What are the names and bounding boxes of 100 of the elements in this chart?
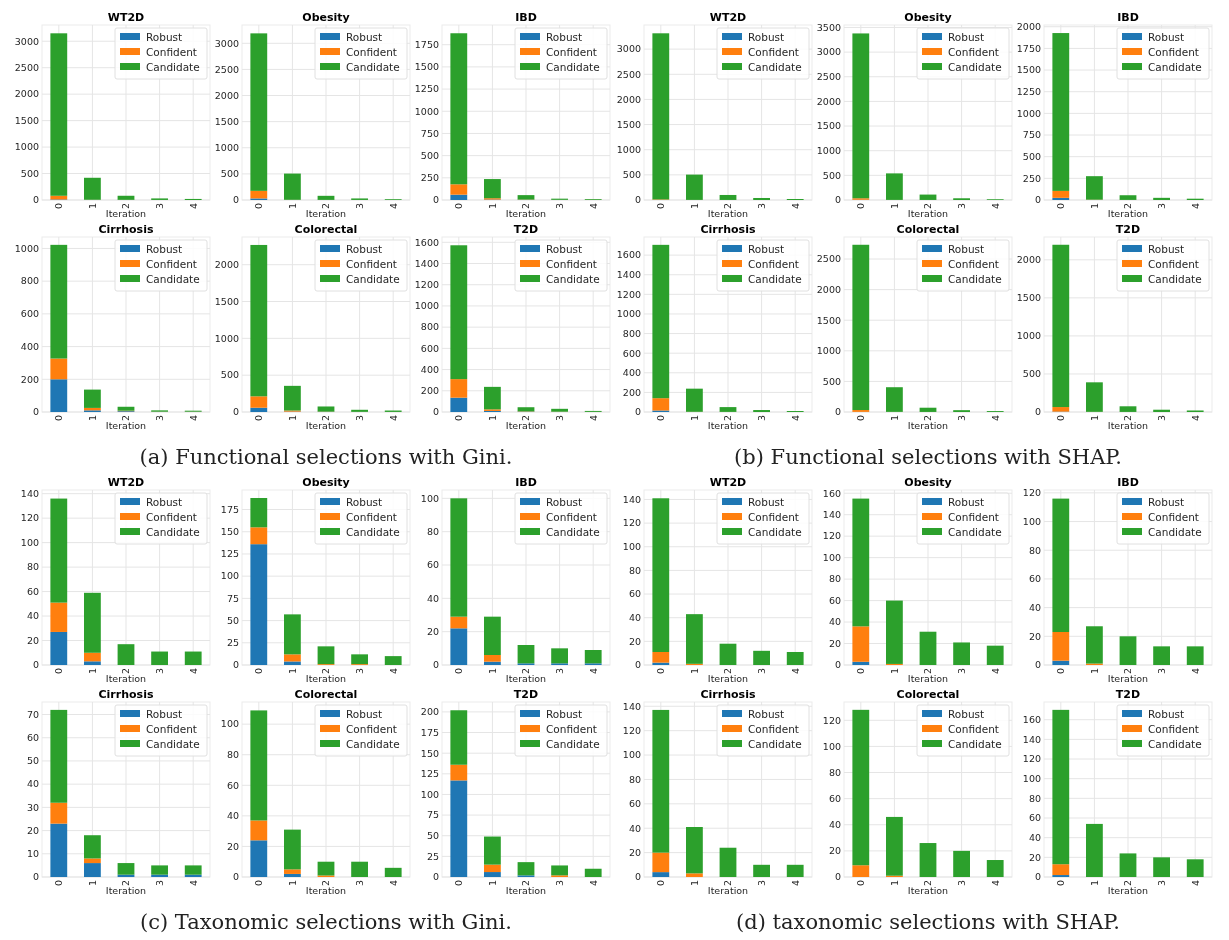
y-tick-label: 20 — [828, 637, 841, 649]
x-tick-label: 0 — [855, 880, 867, 887]
y-tick-label: 1000 — [1016, 330, 1041, 342]
x-axis-title: Iteration — [505, 673, 547, 684]
y-tick-label: 1000 — [616, 308, 641, 320]
x-tick-label: 1 — [286, 668, 298, 675]
y-tick-label: 60 — [426, 559, 439, 571]
legend-label: Robust — [346, 30, 383, 43]
x-tick-label: 2 — [1122, 415, 1134, 422]
legend-label: Robust — [546, 242, 583, 255]
legend-label: Candidate — [146, 525, 200, 538]
y-tick-label: 60 — [628, 798, 641, 810]
legend-label: Robust — [948, 30, 985, 43]
x-tick-label: 1 — [286, 203, 298, 210]
x-tick-label: 4 — [1189, 880, 1201, 887]
x-axis-title: Iteration — [707, 208, 749, 219]
y-tick-label: 20 — [26, 824, 39, 836]
x-tick-label: 0 — [1055, 668, 1067, 675]
chart-title: Obesity — [302, 476, 350, 489]
x-tick-label: 2 — [922, 668, 934, 675]
x-tick-label: 3 — [153, 668, 165, 675]
x-tick-label: 2 — [922, 415, 934, 422]
y-tick-label: 20 — [1028, 630, 1041, 642]
y-tick-label: 600 — [622, 347, 641, 359]
y-tick-label: 2000 — [1016, 21, 1041, 33]
x-tick-label: 0 — [655, 415, 667, 422]
y-tick-label: 10 — [26, 848, 39, 860]
y-tick-label: 100 — [420, 788, 439, 800]
y-tick-label: 100 — [622, 541, 641, 553]
y-tick-label: 500 — [822, 169, 841, 181]
y-tick-label: 80 — [426, 525, 439, 537]
y-tick-label: 500 — [622, 169, 641, 181]
y-tick-label: 125 — [220, 548, 239, 560]
x-tick-label: 0 — [53, 203, 65, 210]
x-axis-title: Iteration — [305, 885, 347, 896]
y-tick-label: 80 — [828, 766, 841, 778]
x-tick-label: 4 — [587, 668, 599, 675]
x-tick-label: 1 — [888, 880, 900, 887]
x-tick-label: 4 — [1189, 415, 1201, 422]
y-tick-label: 120 — [1022, 487, 1041, 499]
x-tick-label: 2 — [520, 880, 532, 887]
x-tick-label: 3 — [553, 415, 565, 422]
x-tick-label: 0 — [855, 668, 867, 675]
chart-title: Obesity — [904, 11, 952, 24]
y-tick-label: 120 — [822, 530, 841, 542]
y-tick-label: 2500 — [214, 63, 239, 75]
y-tick-label: 100 — [220, 718, 239, 730]
legend-label: Robust — [948, 242, 985, 255]
y-tick-label: 800 — [420, 321, 439, 333]
x-tick-label: 0 — [53, 668, 65, 675]
y-tick-label: 2000 — [14, 88, 39, 100]
x-tick-label: 2 — [722, 203, 734, 210]
y-tick-label: 2000 — [616, 93, 641, 105]
chart-title: Cirrhosis — [98, 688, 154, 701]
y-tick-label: 120 — [1022, 753, 1041, 765]
y-tick-label: 2000 — [1016, 254, 1041, 266]
y-tick-label: 3500 — [816, 21, 841, 33]
chart-title: WT2D — [107, 11, 145, 24]
y-tick-label: 60 — [226, 779, 239, 791]
x-tick-label: 4 — [387, 880, 399, 887]
y-tick-label: 40 — [628, 822, 641, 834]
x-axis-title: Iteration — [907, 420, 949, 431]
chart-title: Colorectal — [896, 223, 960, 236]
y-tick-label: 60 — [828, 792, 841, 804]
x-tick-label: 1 — [486, 203, 498, 210]
chart-title: Cirrhosis — [700, 223, 756, 236]
y-tick-label: 600 — [20, 308, 39, 320]
y-tick-label: 1200 — [414, 279, 439, 291]
legend-label: Candidate — [1148, 525, 1202, 538]
y-tick-label: 1200 — [616, 288, 641, 300]
y-tick-label: 80 — [628, 773, 641, 785]
legend-label: Candidate — [546, 272, 600, 285]
x-tick-label: 4 — [187, 880, 199, 887]
x-tick-label: 4 — [989, 203, 1001, 210]
y-tick-label: 2000 — [816, 95, 841, 107]
y-tick-label: 1000 — [816, 345, 841, 357]
x-tick-label: 2 — [320, 880, 332, 887]
legend-label: Robust — [748, 242, 785, 255]
x-tick-label: 1 — [86, 668, 98, 675]
x-axis-title: Iteration — [105, 673, 147, 684]
x-tick-label: 0 — [1055, 880, 1067, 887]
legend-label: Robust — [546, 707, 583, 720]
x-tick-label: 2 — [120, 415, 132, 422]
x-tick-label: 2 — [520, 203, 532, 210]
y-tick-label: 120 — [20, 512, 39, 524]
y-tick-label: 40 — [1028, 601, 1041, 613]
x-tick-label: 4 — [187, 668, 199, 675]
chart-title: Cirrhosis — [700, 688, 756, 701]
chart-title: Cirrhosis — [98, 223, 154, 236]
y-tick-label: 40 — [828, 819, 841, 831]
x-tick-label: 4 — [789, 415, 801, 422]
y-tick-label: 40 — [426, 592, 439, 604]
y-tick-label: 20 — [628, 635, 641, 647]
x-tick-label: 1 — [486, 415, 498, 422]
x-tick-label: 1 — [86, 203, 98, 210]
x-tick-label: 0 — [655, 880, 667, 887]
x-axis-title: Iteration — [907, 673, 949, 684]
y-tick-label: 1500 — [14, 114, 39, 126]
legend-label: Confident — [546, 45, 597, 58]
y-tick-label: 1500 — [414, 61, 439, 73]
